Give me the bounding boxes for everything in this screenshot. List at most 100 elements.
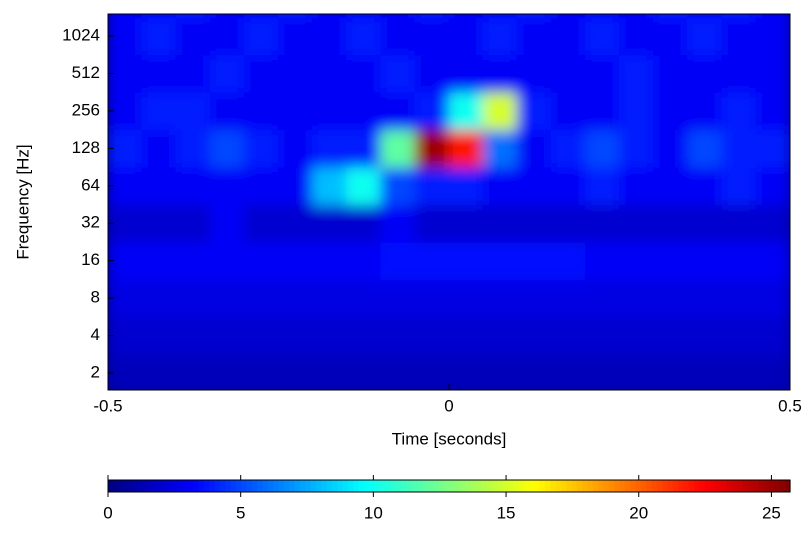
heatmap-cell bbox=[175, 16, 211, 56]
heatmap-cell bbox=[278, 353, 314, 390]
heatmap-cell bbox=[243, 278, 279, 318]
heatmap-cell bbox=[448, 166, 484, 206]
heatmap-cell bbox=[346, 91, 382, 131]
heatmap-cell bbox=[346, 129, 382, 168]
colorbar-segment bbox=[427, 480, 434, 492]
heatmap-cell bbox=[619, 129, 655, 168]
colorbar-segment bbox=[688, 480, 695, 492]
heatmap-cell bbox=[243, 166, 279, 206]
colorbar-segment bbox=[123, 480, 130, 492]
colorbar-segment bbox=[443, 480, 450, 492]
colorbar-segment bbox=[720, 480, 727, 492]
colorbar-segment bbox=[289, 480, 296, 492]
heatmap-cell bbox=[278, 316, 314, 355]
heatmap-cell bbox=[550, 241, 586, 280]
heatmap-cell bbox=[209, 204, 245, 243]
x-tick-label: 0.5 bbox=[778, 396, 802, 415]
heatmap-cell bbox=[653, 91, 689, 131]
colorbar-segment bbox=[656, 480, 663, 492]
colorbar-segment bbox=[369, 480, 376, 492]
heatmap-cell bbox=[380, 129, 416, 168]
heatmap-cell bbox=[175, 278, 211, 318]
colorbar-segment bbox=[619, 480, 626, 492]
colorbar-segment bbox=[491, 480, 498, 492]
heatmap-cell bbox=[346, 166, 382, 206]
heatmap-cell bbox=[414, 204, 450, 243]
heatmap-cell bbox=[755, 166, 790, 206]
heatmap-cell bbox=[312, 241, 348, 280]
heatmap-cell bbox=[584, 166, 620, 206]
colorbar-segment bbox=[571, 480, 578, 492]
heatmap-cell bbox=[584, 91, 620, 131]
colorbar-tick-label: 25 bbox=[762, 503, 781, 522]
colorbar-segment bbox=[512, 480, 519, 492]
colorbar-segment bbox=[273, 480, 280, 492]
heatmap-cell bbox=[755, 54, 790, 93]
colorbar-segment bbox=[108, 480, 114, 492]
heatmap-cell bbox=[687, 166, 723, 206]
y-tick-label: 1024 bbox=[62, 26, 100, 45]
colorbar-segment bbox=[385, 480, 391, 492]
heatmap-cell bbox=[209, 91, 245, 131]
heatmap-cell bbox=[653, 129, 689, 168]
colorbar-segment bbox=[518, 480, 525, 492]
colorbar-segment bbox=[646, 480, 653, 492]
heatmap-cell bbox=[141, 204, 177, 243]
colorbar-segment bbox=[566, 480, 573, 492]
colorbar-segment bbox=[715, 480, 722, 492]
colorbar-segment bbox=[118, 480, 125, 492]
colorbar-segment bbox=[422, 480, 429, 492]
heatmap-cell bbox=[414, 91, 450, 131]
colorbar-segment bbox=[155, 480, 162, 492]
heatmap-cell bbox=[584, 16, 620, 56]
colorbar-segment bbox=[464, 480, 471, 492]
colorbar-frame bbox=[107, 479, 791, 493]
heatmap-cell bbox=[175, 166, 211, 206]
heatmap-cell bbox=[380, 91, 416, 131]
colorbar-segment bbox=[177, 480, 184, 492]
heatmap-cell bbox=[243, 129, 279, 168]
heatmap-cell bbox=[243, 16, 279, 56]
heatmap-cell bbox=[380, 241, 416, 280]
colorbar-segment bbox=[390, 480, 397, 492]
colorbar-segment bbox=[337, 480, 344, 492]
colorbar-segment bbox=[379, 480, 386, 492]
heatmap-cell bbox=[619, 91, 655, 131]
colorbar-segment bbox=[598, 480, 605, 492]
x-tick-label: -0.5 bbox=[93, 396, 122, 415]
heatmap-cell bbox=[312, 204, 348, 243]
y-tick-label: 16 bbox=[81, 250, 100, 269]
colorbar-segment bbox=[358, 480, 365, 492]
heatmap-cell bbox=[312, 353, 348, 390]
colorbar-segment bbox=[459, 480, 466, 492]
heatmap-cell bbox=[414, 16, 450, 56]
heatmap-cell bbox=[346, 241, 382, 280]
colorbar-segment bbox=[672, 480, 679, 492]
heatmap-cell bbox=[278, 14, 314, 18]
heatmap bbox=[108, 14, 790, 390]
heatmap-cell bbox=[482, 129, 518, 168]
colorbar-segment bbox=[198, 480, 205, 492]
colorbar-segment bbox=[635, 480, 642, 492]
colorbar-segment bbox=[145, 480, 152, 492]
heatmap-cell bbox=[687, 278, 723, 318]
heatmap-cell bbox=[141, 166, 177, 206]
colorbar-segment bbox=[113, 480, 120, 492]
heatmap-cell bbox=[175, 353, 211, 390]
heatmap-cell bbox=[687, 204, 723, 243]
heatmap-cell bbox=[448, 278, 484, 318]
colorbar-segment bbox=[726, 480, 732, 492]
heatmap-cell bbox=[141, 14, 177, 18]
heatmap-cell bbox=[653, 316, 689, 355]
heatmap-cell bbox=[516, 241, 552, 280]
heatmap-cell bbox=[414, 241, 450, 280]
heatmap-cell bbox=[278, 16, 314, 56]
heatmap-cell bbox=[619, 278, 655, 318]
colorbar-segment bbox=[603, 480, 610, 492]
heatmap-cell bbox=[687, 91, 723, 131]
colorbar-segment bbox=[555, 480, 562, 492]
heatmap-cell bbox=[584, 14, 620, 18]
heatmap-cell bbox=[312, 91, 348, 131]
heatmap-cell bbox=[550, 353, 586, 390]
